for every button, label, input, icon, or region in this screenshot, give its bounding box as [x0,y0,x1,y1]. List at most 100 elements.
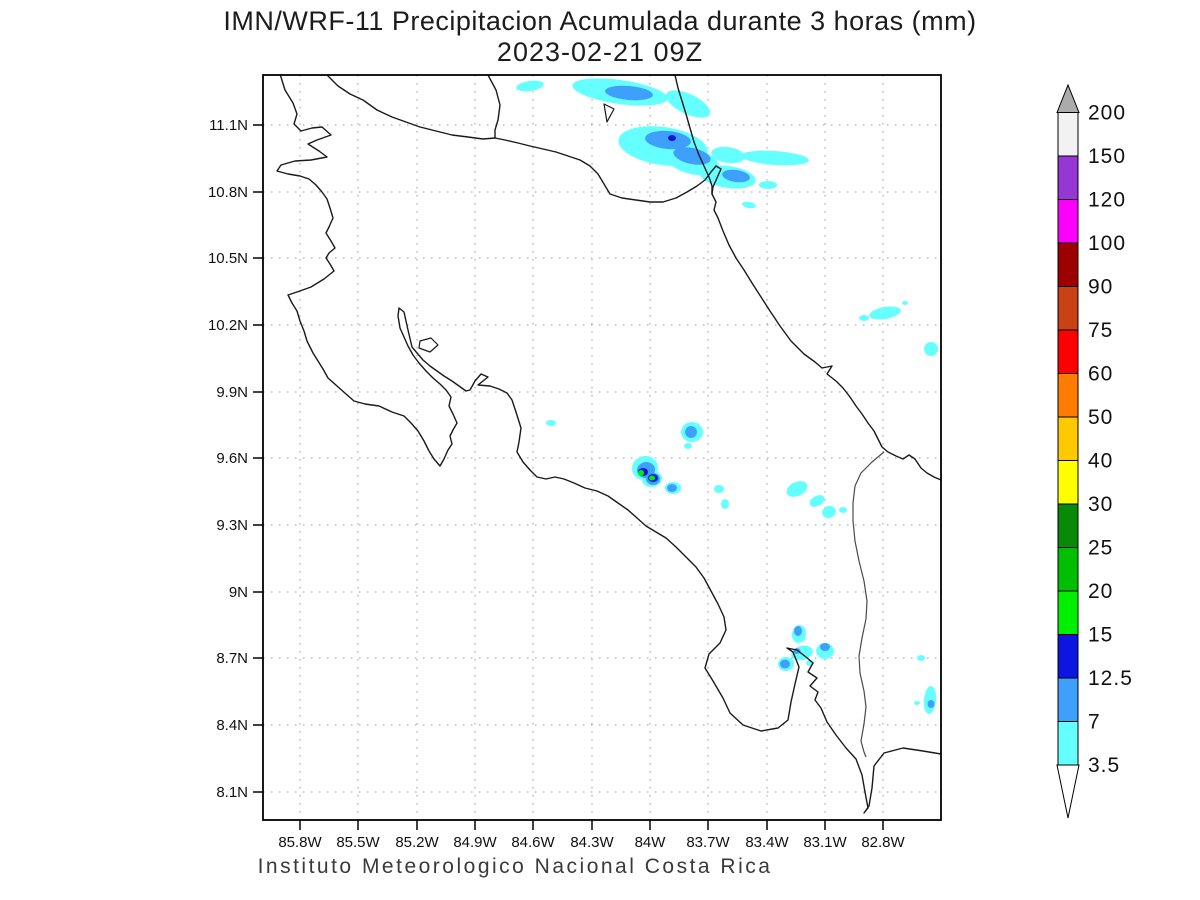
colorbar-under-arrow [1056,764,1080,819]
precipitation-cell [684,443,692,449]
colorbar-label: 7 [1088,711,1101,734]
longitude-tick-label: 84.3W [570,834,614,851]
latitude-tick-label: 9.6N [216,450,248,467]
footer-credit: Instituto Meteorologico Nacional Costa R… [257,855,773,878]
colorbar-label: 60 [1088,363,1113,386]
precipitation-cell [780,659,790,669]
latitude-tick-label: 9.9N [216,384,248,401]
precipitation-cell [820,643,830,651]
latitude-tick-label: 9.3N [216,517,248,534]
colorbar-label: 120 [1088,189,1126,212]
longitude-tick-label: 85.5W [336,834,380,851]
precipitation-cell [741,150,809,166]
precipitation-cell [516,80,544,92]
latitude-tick-label: 8.1N [216,784,248,801]
panama-border [852,451,885,758]
colorbar-label: 150 [1088,145,1126,168]
colorbar-segment [1057,677,1079,722]
precipitation-cell [859,315,869,321]
precipitation-cell [914,701,920,705]
colorbar-segment [1057,242,1079,287]
colorbar-segment [1057,199,1079,244]
precipitation-cell [645,130,691,150]
latitude-tick-label: 10.2N [208,317,248,334]
precipitation-cell [794,626,802,636]
latitude-tick-label: 11.1N [209,117,248,134]
precipitation-cell [786,481,808,497]
colorbar-label: 15 [1088,624,1113,647]
colorbar-segment [1057,373,1079,418]
colorbar-segment [1057,721,1079,766]
lake-nicaragua-shore [326,75,496,140]
colorbar-segment [1057,460,1079,505]
latitude-tick-label: 8.4N [216,717,248,734]
isla-chira [418,337,439,353]
precipitation-cell [839,507,847,513]
nicaragua-border-san-juan-river [487,75,722,203]
plot-header: IMN/WRF-11 Precipitacion Acumulada duran… [0,6,1200,67]
precipitation-cell [902,301,908,305]
colorbar-label: 30 [1088,493,1113,516]
precipitation-cell [667,484,677,492]
latitude-tick-label: 10.8N [208,184,248,201]
precipitation-cell [869,306,901,320]
precipitation-cell [924,342,938,356]
precipitation-cell [668,135,676,141]
precipitation-cell [685,426,697,438]
precipitation-cell [721,499,729,509]
precipitation-cell [546,420,556,426]
latitude-tick-label: 10.5N [208,250,248,267]
colorbar-label: 100 [1088,232,1126,255]
precipitation-cell [605,85,653,101]
longitude-tick-label: 83.7W [686,834,730,851]
lake-island [603,103,615,123]
colorbar-label: 12.5 [1088,667,1133,690]
colorbar-label: 90 [1088,276,1113,299]
precipitation-cell [722,169,750,183]
colorbar-label: 75 [1088,319,1113,342]
colorbar-segment [1057,547,1079,592]
colorbar-label: 40 [1088,450,1113,473]
precipitation-cell [714,485,724,493]
latitude-tick-label: 8.7N [216,650,248,667]
colorbar-label: 20 [1088,580,1113,603]
longitude-tick-label: 84.6W [511,834,555,851]
page-title: IMN/WRF-11 Precipitacion Acumulada duran… [223,6,977,36]
longitude-tick-label: 84W [635,834,667,851]
pacific-coastline [276,75,941,814]
colorbar-segment [1057,329,1079,374]
precipitation-cell [923,686,937,714]
precipitation-cell [917,655,925,661]
caribbean-coastline [674,75,941,481]
colorbar-segment [1057,590,1079,635]
coastlines [276,75,941,814]
colorbar-label: 50 [1088,406,1113,429]
precipitation-cell [759,181,777,189]
axes: 11.1N 10.8N 10.5N 10.2N 9.9N 9.6N 9.3N 9N 8.7N 8.… [208,117,906,851]
precipitation-cell [742,201,756,209]
latitude-tick-label: 9N [229,584,248,601]
colorbar-segment [1057,155,1079,200]
longitude-tick-label: 84.9W [453,834,497,851]
colorbar-segment [1057,416,1079,461]
colorbar-label: 3.5 [1088,754,1120,777]
precipitation-cell [638,470,644,476]
precipitation-cell [927,700,935,708]
precipitation-cell [665,90,711,118]
precipitation-shading [516,78,938,714]
colorbar-segment [1057,286,1079,331]
colorbar: 3.5 7 12.5 15 20 25 30 40 50 60 75 90 100 120 150 200 [1056,83,1133,819]
colorbar-over-arrow [1056,83,1080,113]
longitude-tick-label: 85.2W [395,834,439,851]
precipitation-cell [711,146,745,164]
colorbar-segment [1057,634,1079,679]
longitude-tick-label: 82.8W [861,834,905,851]
map-frame [262,74,942,821]
graticule [263,75,941,820]
colorbar-label: 200 [1088,102,1126,125]
precipitation-cell [809,495,825,507]
longitude-tick-label: 85.8W [278,834,322,851]
colorbar-label: 25 [1088,537,1113,560]
longitude-tick-label: 83.4W [745,834,789,851]
